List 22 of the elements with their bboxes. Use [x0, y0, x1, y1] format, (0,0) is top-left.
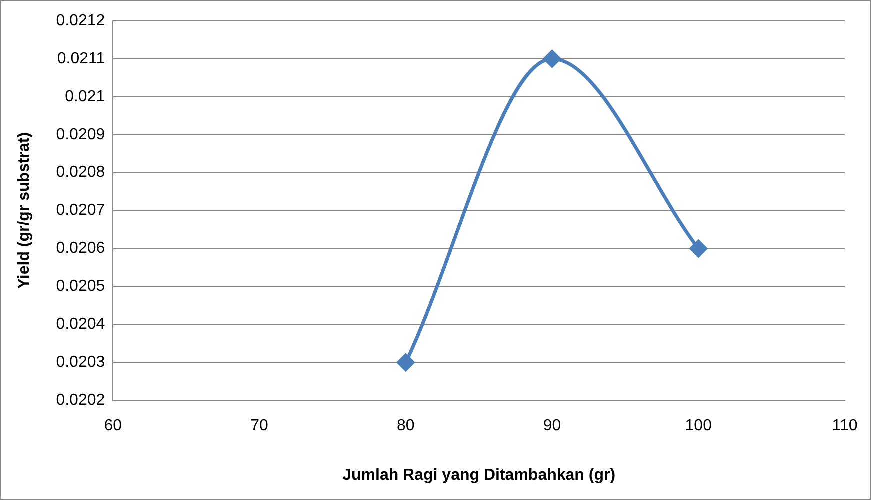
y-tick-label: 0.0212: [56, 12, 106, 30]
y-tick-label: 0.0206: [56, 240, 106, 258]
y-axis-title: Yield (gr/gr substrat): [16, 132, 34, 290]
x-tick-label: 110: [832, 418, 858, 435]
y-tick-label: 0.0207: [56, 202, 106, 220]
y-tick-label: 0.0211: [57, 50, 106, 68]
point: [544, 50, 562, 68]
y-tick-label: 0.0205: [56, 278, 106, 296]
y-tick-label: 0.0208: [56, 164, 106, 182]
y-tick-label: 0.0204: [56, 316, 106, 334]
point: [690, 240, 708, 258]
x-axis-title: Jumlah Ragi yang Ditambahkan (gr): [342, 466, 616, 484]
x-tick-label: 70: [250, 418, 269, 435]
x-tick-label: 100: [685, 418, 712, 435]
y-tick-label: 0.0203: [56, 354, 106, 372]
y-tick-label: 0.0202: [56, 392, 106, 410]
point: [397, 354, 415, 372]
x-tick-label: 90: [543, 418, 562, 435]
y-tick-label: 0.021: [65, 88, 106, 106]
y-tick-label: 0.0209: [56, 126, 106, 144]
x-tick-label: 60: [104, 418, 122, 435]
x-tick-label: 80: [396, 418, 415, 435]
